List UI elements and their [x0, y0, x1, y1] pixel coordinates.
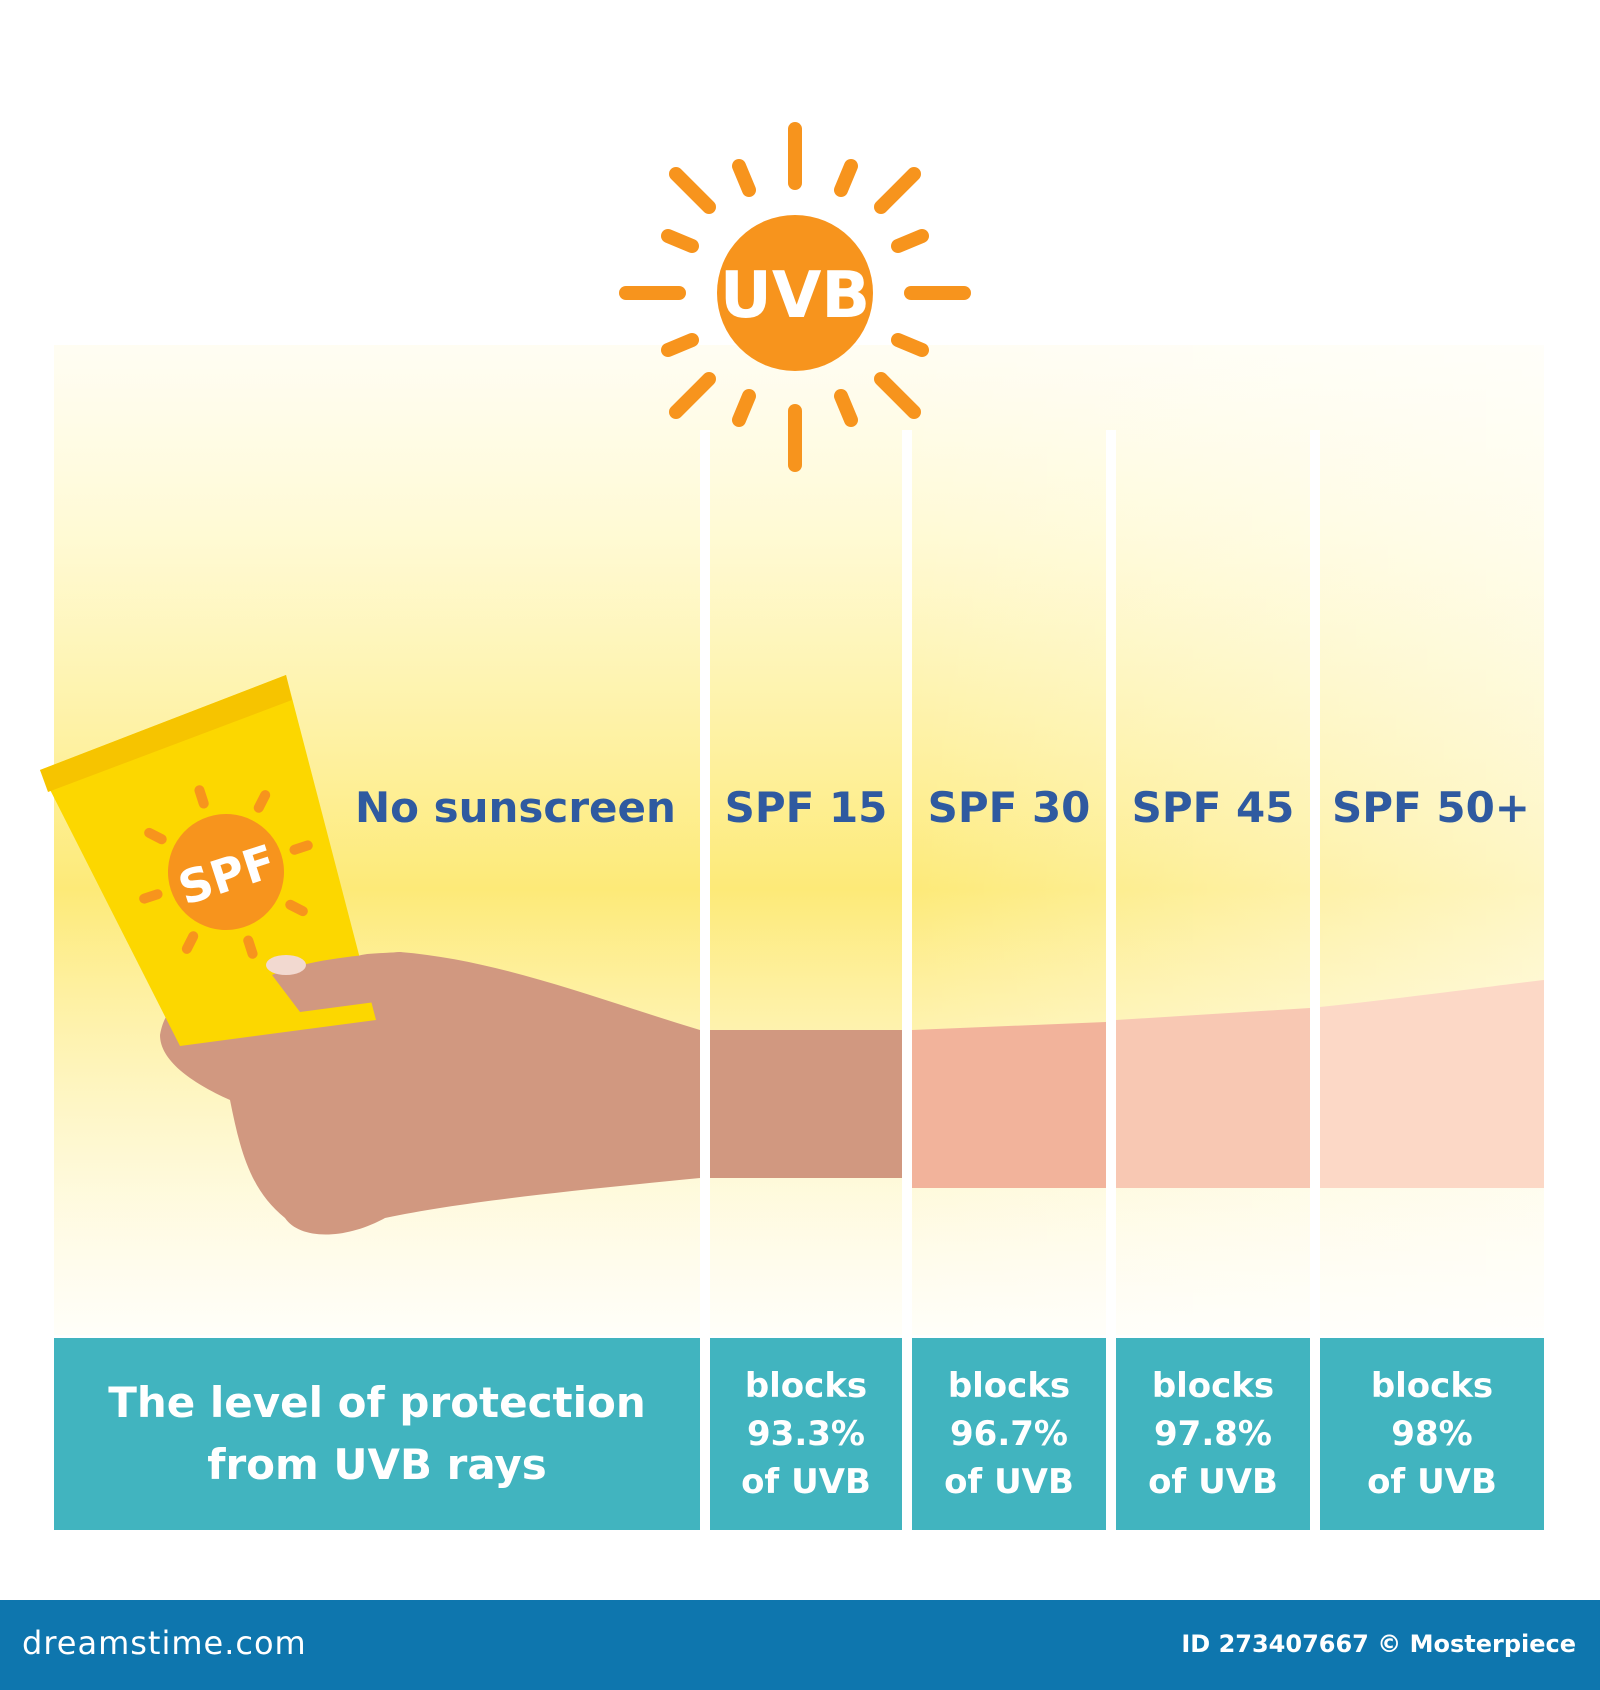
- protection-caption-line: The level of protection: [108, 1378, 646, 1427]
- label-spf15: SPF 15: [724, 783, 888, 832]
- arm-segment-spf50: [1320, 980, 1544, 1188]
- blocks-box-spf50: blocks 98% of UVB: [1320, 1338, 1544, 1530]
- blocks-percent: 97.8%: [1154, 1414, 1272, 1454]
- arm-segment-spf45: [1116, 1008, 1310, 1188]
- footer-credit: ID 273407667 © Mosterpiece: [1181, 1630, 1576, 1658]
- arm-segment-spf15: [710, 1030, 902, 1178]
- label-spf50: SPF 50+: [1332, 783, 1530, 832]
- blocks-box-spf15: blocks 93.3% of UVB: [710, 1338, 902, 1530]
- sun-icon: [619, 122, 971, 472]
- blocks-box-spf30: blocks 96.7% of UVB: [912, 1338, 1106, 1530]
- sun-label: UVB: [720, 259, 870, 333]
- illustration: UVB SPF: [40, 122, 1544, 1335]
- arm-segment-spf30: [912, 1022, 1106, 1188]
- protection-caption-line: from UVB rays: [207, 1440, 547, 1489]
- protection-caption-box: The level of protection from UVB rays: [54, 1338, 700, 1530]
- label-spf30: SPF 30: [927, 783, 1091, 832]
- blocks-percent: 96.7%: [950, 1414, 1068, 1454]
- footer-brand: dreamstime.com: [22, 1624, 307, 1662]
- blocks-box-spf45: blocks 97.8% of UVB: [1116, 1338, 1310, 1530]
- blocks-text: of UVB: [741, 1462, 871, 1502]
- tube-sun-icon: SPF: [139, 785, 313, 959]
- blocks-text: blocks: [947, 1366, 1071, 1406]
- blocks-percent: 93.3%: [747, 1414, 865, 1454]
- blocks-text: blocks: [1370, 1366, 1494, 1406]
- blocks-text: of UVB: [1367, 1462, 1497, 1502]
- blocks-percent: 98%: [1391, 1414, 1473, 1454]
- blocks-text: of UVB: [1148, 1462, 1278, 1502]
- watermark-footer: dreamstime.com ID 273407667 © Mosterpiec…: [0, 1600, 1600, 1690]
- blocks-text: blocks: [744, 1366, 868, 1406]
- label-spf45: SPF 45: [1131, 783, 1295, 832]
- blocks-text: blocks: [1151, 1366, 1275, 1406]
- blocks-text: of UVB: [944, 1462, 1074, 1502]
- thumb: [272, 952, 414, 1012]
- label-no-sunscreen: No sunscreen: [355, 783, 676, 832]
